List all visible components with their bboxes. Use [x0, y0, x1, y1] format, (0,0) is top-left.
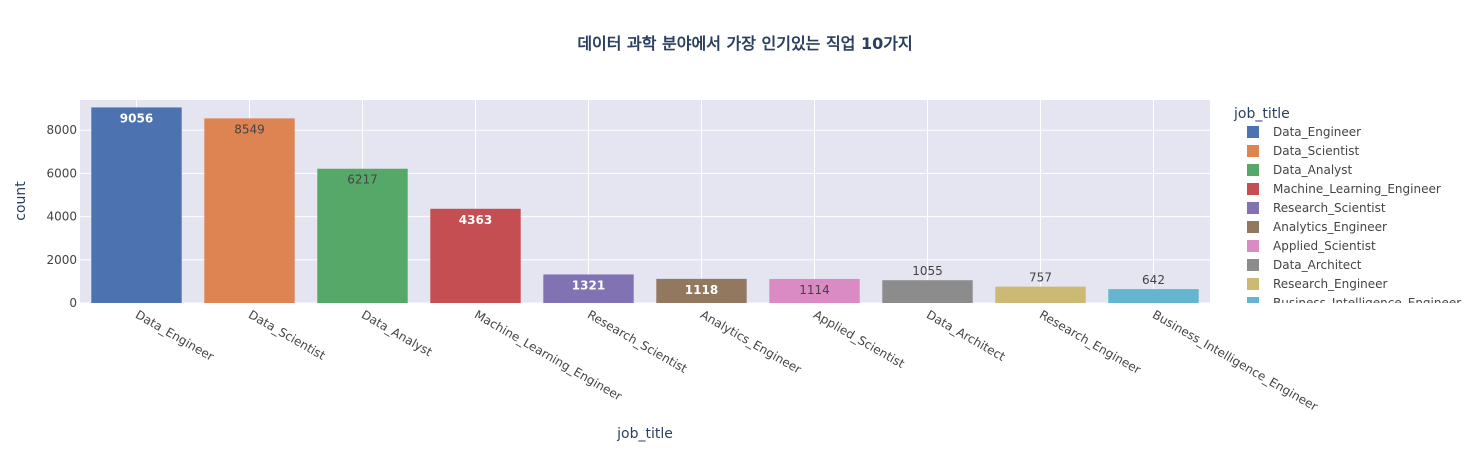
legend-swatch — [1247, 202, 1259, 214]
legend-swatch — [1247, 259, 1259, 271]
y-tick-label: 0 — [69, 296, 77, 310]
chart-title: 데이터 과학 분야에서 가장 인기있는 직업 10가지 — [577, 34, 912, 53]
bar-value-label: 1118 — [685, 283, 718, 297]
legend-label: Data_Scientist — [1273, 144, 1359, 158]
legend-label: Data_Architect — [1273, 258, 1362, 272]
bar-value-label: 8549 — [234, 122, 265, 136]
legend-item-data-engineer[interactable]: Data_Engineer — [1247, 125, 1361, 139]
legend-label: Machine_Learning_Engineer — [1273, 182, 1441, 196]
legend-label: Data_Analyst — [1273, 163, 1353, 177]
x-axis-label: job_title — [616, 426, 673, 442]
bar-value-label: 1114 — [799, 283, 830, 297]
bar-value-label: 6217 — [347, 173, 378, 187]
legend-label: Business_Intelligence_Engineer — [1273, 296, 1461, 310]
bar-research-scientist[interactable] — [543, 274, 634, 303]
bar-value-label: 757 — [1029, 271, 1052, 285]
bar-value-label: 9056 — [120, 111, 153, 125]
y-tick-label: 6000 — [46, 166, 77, 180]
y-tick-label: 2000 — [46, 253, 77, 267]
legend[interactable]: job_title Data_EngineerData_ScientistDat… — [1233, 106, 1461, 310]
bar-labels: 9056 8549 6217 4363 1321 1118 1114 1055 757 642 — [120, 111, 1165, 297]
legend-swatch — [1247, 183, 1259, 195]
legend-label: Analytics_Engineer — [1273, 220, 1387, 234]
bar-applied-scientist[interactable] — [769, 278, 860, 303]
bar-business-intelligence-engineer[interactable] — [1108, 289, 1199, 303]
legend-label: Applied_Scientist — [1273, 239, 1376, 253]
legend-item-data-architect[interactable]: Data_Architect — [1247, 258, 1362, 272]
y-axis-label: count — [13, 181, 29, 221]
bar-data-engineer[interactable] — [91, 107, 182, 303]
bar-data-scientist[interactable] — [204, 118, 295, 303]
bar-value-label: 4363 — [459, 213, 492, 227]
bar-data-architect[interactable] — [882, 280, 973, 303]
legend-items[interactable]: Data_Engineer Data_Scientist Data_Analyst M… — [1247, 125, 1461, 310]
bar-value-label: 1321 — [572, 278, 605, 292]
y-tick-label: 4000 — [46, 210, 77, 224]
legend-item-data-analyst[interactable]: Data_Analyst — [1247, 163, 1353, 177]
bar-research-engineer[interactable] — [995, 286, 1086, 303]
legend-swatch — [1247, 297, 1259, 303]
y-tick-label: 8000 — [46, 123, 77, 137]
legend-swatch — [1247, 145, 1259, 157]
y-axis-ticks: 0 2000 4000 6000 8000 — [46, 123, 77, 310]
legend-item-applied-scientist[interactable]: Applied_Scientist — [1247, 239, 1376, 253]
legend-swatch — [1247, 240, 1259, 252]
legend-item-business-intelligence-engineer[interactable]: Business_Intelligence_Engineer — [1247, 296, 1461, 310]
legend-label: Research_Scientist — [1273, 201, 1386, 215]
bar-value-label: 642 — [1142, 273, 1165, 287]
bars — [91, 107, 1199, 303]
legend-item-research-engineer[interactable]: Research_Engineer — [1247, 277, 1388, 291]
legend-item-data-scientist[interactable]: Data_Scientist — [1247, 144, 1359, 158]
legend-item-analytics-engineer[interactable]: Analytics_Engineer — [1247, 220, 1387, 234]
legend-swatch — [1247, 126, 1259, 138]
legend-item-research-scientist[interactable]: Research_Scientist — [1247, 201, 1386, 215]
legend-label: Data_Engineer — [1273, 125, 1361, 139]
legend-label: Research_Engineer — [1273, 277, 1388, 291]
bar-value-label: 1055 — [912, 264, 943, 278]
legend-title: job_title — [1233, 106, 1290, 122]
legend-swatch — [1247, 164, 1259, 176]
legend-swatch — [1247, 278, 1259, 290]
legend-swatch — [1247, 221, 1259, 233]
bar-machine-learning-engineer[interactable] — [430, 208, 521, 303]
bar-data-analyst[interactable] — [317, 168, 408, 303]
bar-analytics-engineer[interactable] — [656, 278, 747, 303]
legend-item-machine-learning-engineer[interactable]: Machine_Learning_Engineer — [1247, 182, 1441, 196]
